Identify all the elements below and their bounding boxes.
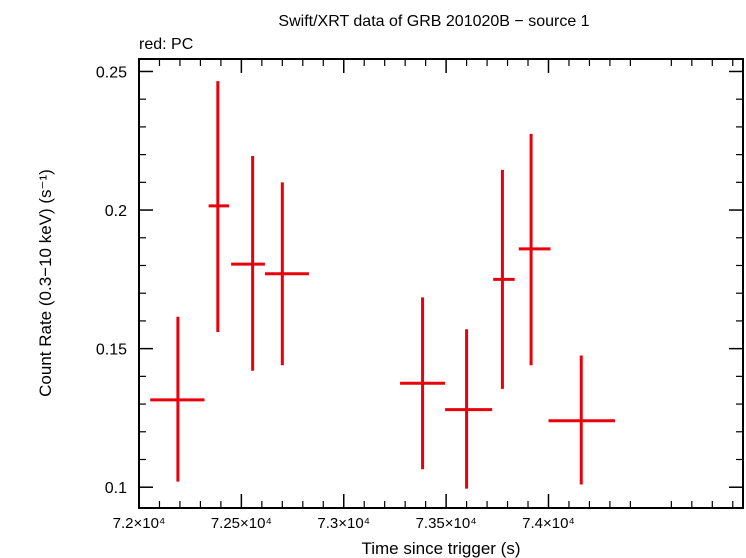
x-tick-label: 7.35×10⁴: [416, 515, 477, 532]
data-point: [208, 81, 230, 333]
data-point: [445, 329, 493, 489]
y-tick-label: 0.1: [105, 480, 127, 497]
x-tick-label: 7.4×10⁴: [522, 515, 575, 532]
x-tick-label: 7.3×10⁴: [317, 515, 370, 532]
data-point: [493, 169, 515, 389]
data-point: [400, 297, 446, 470]
axis-tick-labels: 7.2×10⁴ 7.25×10⁴ 7.3×10⁴ 7.35×10⁴ 7.4×10⁴ 0.1…: [96, 64, 575, 532]
data-point: [548, 355, 616, 485]
y-tick-label: 0.2: [105, 203, 127, 220]
data-points: [150, 81, 616, 489]
y-tick-label: 0.15: [96, 342, 127, 359]
x-axis-label: Time since trigger (s): [361, 539, 520, 558]
axis-ticks: [138, 59, 743, 508]
plot-frame: [138, 58, 744, 509]
data-point: [150, 316, 205, 482]
data-point: [518, 133, 551, 366]
x-tick-label: 7.25×10⁴: [211, 515, 272, 532]
data-point: [264, 182, 309, 366]
y-tick-label: 0.25: [96, 64, 127, 81]
chart-subtitle: red: PC: [139, 36, 193, 53]
data-point: [231, 156, 265, 371]
y-axis-label: Count Rate (0.3−10 keV) (s⁻¹): [36, 169, 55, 397]
x-tick-label: 7.2×10⁴: [113, 515, 166, 532]
chart-title: Swift/XRT data of GRB 201020B − source 1: [278, 13, 589, 30]
